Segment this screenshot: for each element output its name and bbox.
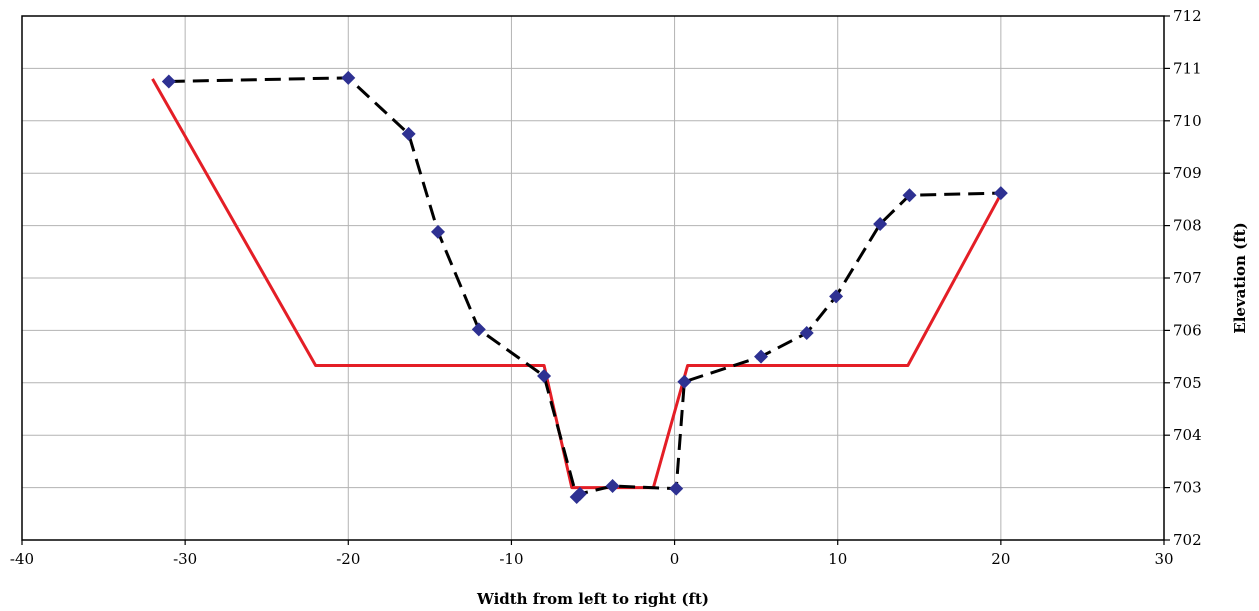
grid — [22, 16, 1164, 540]
data-point-marker — [471, 322, 486, 337]
data-point-marker — [754, 349, 769, 364]
y-tick-label: 708 — [1173, 217, 1202, 235]
x-tick-label: 0 — [670, 550, 680, 568]
data-point-marker — [669, 481, 684, 496]
design-profile-line — [151, 78, 1003, 490]
x-tick-label: -10 — [499, 550, 523, 568]
data-point-marker — [537, 368, 552, 383]
x-tick-label: 10 — [828, 550, 847, 568]
y-tick-label: 702 — [1173, 531, 1202, 549]
series-layer — [151, 70, 1008, 505]
data-point-marker — [341, 70, 356, 85]
y-tick-label: 712 — [1173, 7, 1202, 25]
x-tick-label: -20 — [336, 550, 360, 568]
data-point-marker — [572, 486, 587, 501]
y-tick-label: 710 — [1173, 112, 1202, 130]
y-tick-label: 709 — [1173, 164, 1202, 182]
y-axis-title: Elevation (ft) — [1231, 222, 1249, 333]
data-point-marker — [902, 188, 917, 203]
surveyed-profile-line — [168, 76, 1001, 499]
y-tick-label: 711 — [1173, 59, 1202, 77]
y-tick-label: 705 — [1173, 374, 1202, 392]
data-point-marker — [161, 74, 176, 89]
data-point-marker — [799, 326, 814, 341]
y-tick-label: 706 — [1173, 321, 1202, 339]
y-tick-label: 703 — [1173, 479, 1202, 497]
data-point-marker — [431, 224, 446, 239]
y-tick-label: 707 — [1173, 269, 1202, 287]
x-tick-label: -40 — [10, 550, 34, 568]
x-axis-title: Width from left to right (ft) — [476, 590, 709, 608]
x-tick-label: -30 — [173, 550, 197, 568]
x-tick-label: 20 — [991, 550, 1010, 568]
data-point-marker — [677, 374, 692, 389]
data-point-marker — [873, 217, 888, 232]
data-point-marker — [993, 186, 1008, 201]
data-point-marker — [401, 126, 416, 141]
data-point-marker — [829, 289, 844, 304]
data-point-marker — [605, 479, 620, 494]
x-tick-label: 30 — [1154, 550, 1173, 568]
y-tick-label: 704 — [1173, 426, 1202, 444]
